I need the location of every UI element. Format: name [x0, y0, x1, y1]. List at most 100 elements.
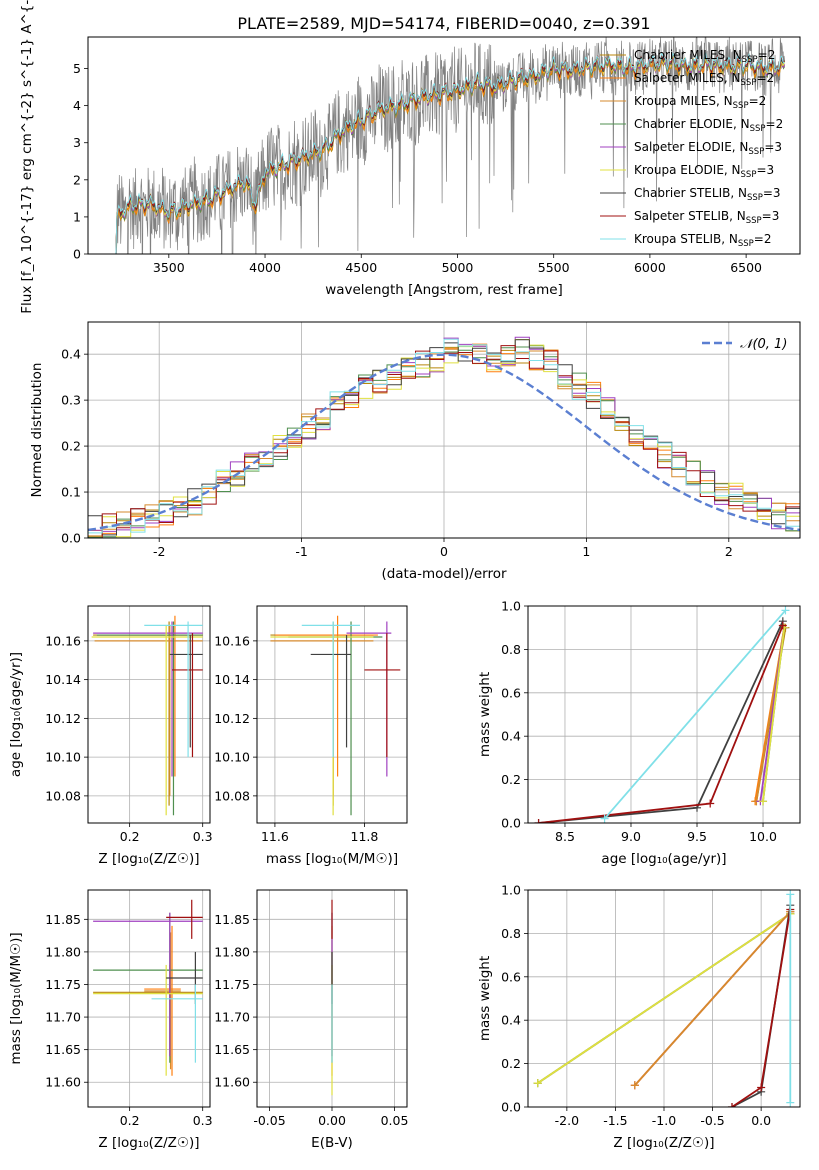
y-tick-label: 0.0 — [61, 531, 81, 546]
axes-border — [87, 321, 801, 539]
mass-weight-line — [537, 913, 791, 1084]
residual-histogram — [88, 339, 800, 538]
plot-content — [534, 606, 790, 823]
legend-value: =2 — [749, 94, 767, 108]
x-axis-label: mass [log₁₀(M/M☉)] — [266, 851, 398, 867]
normal-curve — [88, 353, 800, 532]
x-tick-label: 5000 — [442, 260, 474, 275]
legend-label: Chabrier STELIB, NSSP=3 — [634, 186, 781, 203]
y-tick-label: 11.80 — [45, 944, 81, 959]
y-tick-label: 4 — [73, 98, 81, 113]
y-tick-label: 11.70 — [214, 1010, 250, 1025]
axes-border — [256, 889, 408, 1108]
spectrum-legend: Chabrier MILES, NSSP=2 Salpeter MILES, NS… — [600, 48, 783, 249]
residual-histogram — [88, 345, 800, 538]
y-tick-label: 0 — [73, 247, 81, 262]
axes-massweight-vs-Z: -2.0 -1.5 -1.0 -0.5 0.0 0.0 0.2 0.4 0.6 0.8 1.0 Z [… — [477, 883, 801, 1151]
y-tick-label: 1 — [73, 209, 81, 224]
x-tick-label: 9.5 — [687, 829, 707, 844]
x-axis-label: Z [log₁₀(Z/Z☉)] — [613, 1135, 714, 1151]
y-axis-label: age [log₁₀(age/yr)] — [8, 652, 24, 777]
error-bar-point — [144, 932, 181, 1070]
y-axis-label: mass weight — [477, 956, 493, 1041]
x-tick-label: 6000 — [634, 260, 666, 275]
x-tick-label: 4000 — [249, 260, 281, 275]
y-tick-label: 1.0 — [501, 883, 521, 898]
y-tick-label: 10.16 — [45, 633, 81, 648]
y-tick-label: 0.6 — [501, 685, 521, 700]
y-axis-label: mass [log₁₀(M/M☉)] — [8, 932, 24, 1064]
x-tick-label: 3500 — [153, 260, 185, 275]
x-tick-label: -0.5 — [700, 1113, 724, 1128]
mass-weight-marker — [781, 606, 790, 615]
mass-weight-marker — [759, 797, 768, 806]
y-tick-label: 11.85 — [45, 912, 81, 927]
y-tick-label: 10.10 — [214, 750, 250, 765]
y-tick-label: 10.08 — [45, 788, 81, 803]
error-bar-point — [94, 625, 203, 796]
x-tick-label: 0.05 — [381, 1113, 409, 1128]
x-tick-label: 2 — [725, 544, 733, 559]
mass-weight-line — [634, 911, 791, 1086]
legend-value: =2 — [756, 71, 774, 85]
x-tick-label: -1.0 — [652, 1113, 676, 1128]
y-tick-label: 11.75 — [45, 977, 81, 992]
mass-weight-marker — [728, 1103, 736, 1107]
y-tick-label: 0.0 — [501, 816, 521, 831]
y-tick-label: 10.12 — [45, 711, 81, 726]
y-tick-label: 11.75 — [214, 977, 250, 992]
error-bar-point — [274, 615, 378, 777]
mass-weight-marker — [534, 819, 543, 823]
error-bar-point — [93, 912, 203, 1057]
plot-area — [257, 606, 407, 823]
legend-label: Kroupa ELODIE, NSSP=3 — [634, 163, 774, 180]
x-tick-label: -0.05 — [253, 1113, 285, 1128]
x-tick-label: 11.8 — [351, 829, 379, 844]
legend-subscript: SSP — [742, 55, 758, 65]
error-bar-point — [91, 625, 203, 816]
y-tick-label: 11.60 — [214, 1075, 250, 1090]
error-bar-point — [93, 621, 203, 777]
y-tick-label: 11.85 — [214, 912, 250, 927]
error-bar-point — [301, 621, 360, 758]
mass-weight-marker — [778, 621, 787, 630]
x-tick-label: 0.3 — [193, 1113, 213, 1128]
plot-area — [88, 606, 210, 823]
error-bar-point — [310, 635, 352, 748]
x-axis-label: Z [log₁₀(Z/Z☉)] — [98, 1135, 199, 1151]
y-tick-label: 11.80 — [214, 944, 250, 959]
legend-value: =3 — [762, 209, 780, 223]
y-tick-label: 11.70 — [45, 1010, 81, 1025]
figure-title: PLATE=2589, MJD=54174, FIBERID=0040, z=0… — [237, 14, 650, 33]
axes-massweight-vs-age: 8.5 9.0 9.5 10.0 0.0 0.2 0.4 0.6 0.8 1.0 age [log₁… — [477, 599, 801, 867]
x-axis-label: wavelength [Angstrom, rest frame] — [325, 282, 563, 298]
error-bar-point — [364, 633, 401, 758]
x-tick-label: -1 — [295, 544, 307, 559]
axes-border — [87, 889, 211, 1108]
axes-border — [87, 36, 801, 255]
legend-subscript: SSP — [741, 170, 757, 180]
y-tick-label: 10.14 — [45, 672, 81, 687]
y-tick-label: 10.12 — [214, 711, 250, 726]
legend-label: Chabrier MILES, NSSP=2 — [634, 48, 775, 65]
y-tick-label: 0.2 — [61, 439, 81, 454]
plot-content — [533, 890, 795, 1107]
legend-value: =2 — [758, 48, 776, 62]
y-tick-label: 10.08 — [214, 788, 250, 803]
axes-border — [527, 605, 801, 824]
legend-subscript: SSP — [741, 78, 757, 88]
y-axis-label: mass weight — [477, 672, 493, 757]
y-axis-label: Flux [f_λ 10^{-17} erg cm^{-2} s^{-1} A^… — [19, 0, 35, 314]
y-tick-label: 0.0 — [501, 1100, 521, 1115]
y-tick-label: 10.16 — [214, 633, 250, 648]
y-tick-label: 0.2 — [501, 772, 521, 787]
x-tick-label: 1 — [582, 544, 590, 559]
mass-weight-marker — [533, 1079, 542, 1088]
error-bar-point — [151, 984, 203, 1063]
error-bar-point — [172, 633, 203, 758]
legend-subscript: SSP — [738, 239, 754, 249]
legend-subscript: SSP — [733, 101, 749, 111]
y-tick-label: 11.60 — [45, 1075, 81, 1090]
y-axis-label: Normed distribution — [29, 363, 45, 498]
y-tick-label: 0.8 — [501, 642, 521, 657]
